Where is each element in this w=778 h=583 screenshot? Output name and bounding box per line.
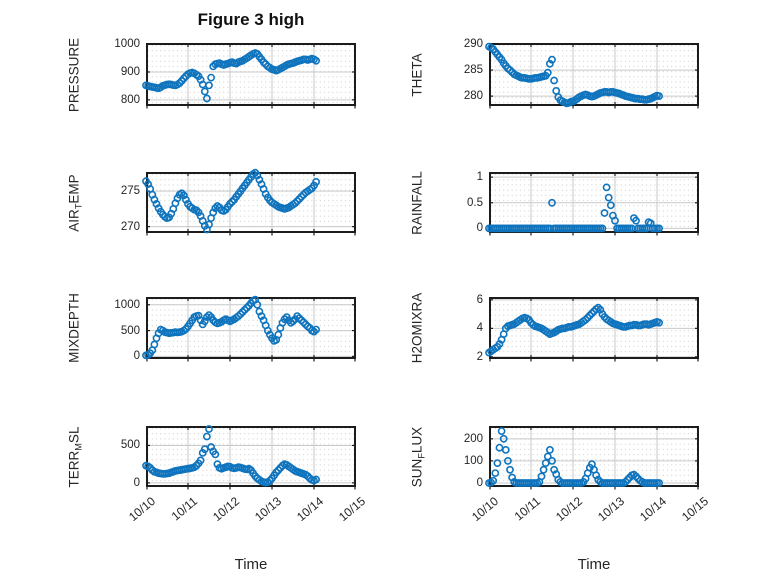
subplot-mixdepth: MIXDEPTH 0 500 1000	[67, 293, 356, 363]
y-tick-label: 200	[463, 432, 483, 445]
y-axis-label-rainfall: RAINFALL	[409, 170, 425, 235]
plot-area-pressure	[142, 43, 356, 109]
tick-marks	[146, 43, 356, 109]
y-tick-label: 4	[476, 322, 483, 335]
x-axis-label-right: Time	[577, 556, 611, 573]
minor-grid-dots	[147, 427, 355, 486]
subplot-theta: THETA 280 285 290	[410, 38, 699, 109]
y-tick-label: 280	[463, 90, 483, 103]
figure-title: Figure 3 high	[197, 10, 305, 29]
y-tick-label: 0	[476, 477, 483, 490]
subplot-pressure: PRESSURE 800 900 1000	[67, 37, 356, 112]
y-tick-label: 0	[476, 222, 483, 235]
scatter-markers	[142, 168, 320, 234]
y-tick-label: 500	[120, 324, 140, 337]
subplot-air-temp: AIRTEMP 270 275	[67, 168, 356, 236]
y-axis-label-mixdepth: MIXDEPTH	[66, 293, 82, 363]
scatter-markers	[485, 427, 663, 487]
subplot-h2omixra: H2OMIXRA 2 4 6	[410, 293, 699, 363]
scatter-markers	[485, 42, 663, 108]
y-axis-label-h2omixra: H2OMIXRA	[409, 292, 425, 364]
scatter-markers	[142, 295, 320, 360]
plot-area-air_temp	[142, 168, 356, 236]
subplot-sun-flux: SUNFLUX 0 100 200 10/10 10/11 10/12 10/13 10/14…	[410, 426, 711, 524]
y-axis-label-air-temp: AIRTEMP	[66, 173, 84, 232]
minor-grid-dots	[490, 427, 698, 486]
y-tick-label: 2	[476, 350, 483, 363]
y-tick-label: 0.5	[467, 196, 483, 209]
y-tick-label: 1000	[114, 38, 140, 51]
y-axis-label-pressure: PRESSURE	[66, 37, 82, 112]
y-axis-label-theta: THETA	[409, 52, 425, 97]
y-axis-label-sun-flux: SUNFLUX	[409, 426, 427, 487]
y-tick-label: 285	[463, 64, 483, 77]
y-tick-label: 275	[120, 185, 140, 198]
minor-grid-dots	[147, 44, 355, 105]
scatter-markers	[485, 183, 663, 233]
x-axis-label-left: Time	[234, 556, 268, 573]
y-tick-label: 900	[120, 65, 140, 78]
y-tick-label: 500	[120, 439, 140, 452]
y-tick-label: 800	[120, 93, 140, 106]
y-tick-label: 1000	[114, 298, 140, 311]
plot-area-rainfall	[485, 172, 699, 236]
scatter-markers	[485, 303, 663, 357]
tick-marks	[489, 426, 699, 490]
y-tick-label: 100	[463, 454, 483, 467]
y-tick-label: 290	[463, 38, 483, 51]
plot-area-h2omixra	[485, 297, 699, 362]
y-axis-label-terr-msl: TERRMSL	[66, 426, 84, 487]
subplot-rainfall: RAINFALL 0 0.5 1	[410, 171, 699, 236]
subplot-terr-msl: TERRMSL 0 500 10/10 10/11 10/12 10/13 10/14 10/…	[67, 425, 368, 524]
tick-marks	[146, 297, 356, 362]
plot-area-mixdepth	[142, 295, 356, 362]
plot-area-terr_msl	[142, 425, 356, 490]
y-tick-label: 0	[133, 476, 140, 489]
axes-box	[489, 426, 699, 487]
plot-area-sun_flux	[485, 426, 699, 490]
y-tick-label: 270	[120, 220, 140, 233]
tick-marks	[489, 297, 699, 362]
plot-area-theta	[485, 42, 699, 109]
scatter-markers	[142, 49, 320, 103]
y-tick-label: 0	[133, 350, 140, 363]
axes-box	[146, 43, 356, 106]
y-tick-label: 1	[476, 171, 483, 184]
axes-box	[146, 426, 356, 487]
axes-box	[489, 43, 699, 106]
y-tick-label: 6	[476, 293, 483, 306]
tick-marks	[146, 172, 356, 236]
scatter-markers	[142, 425, 320, 487]
